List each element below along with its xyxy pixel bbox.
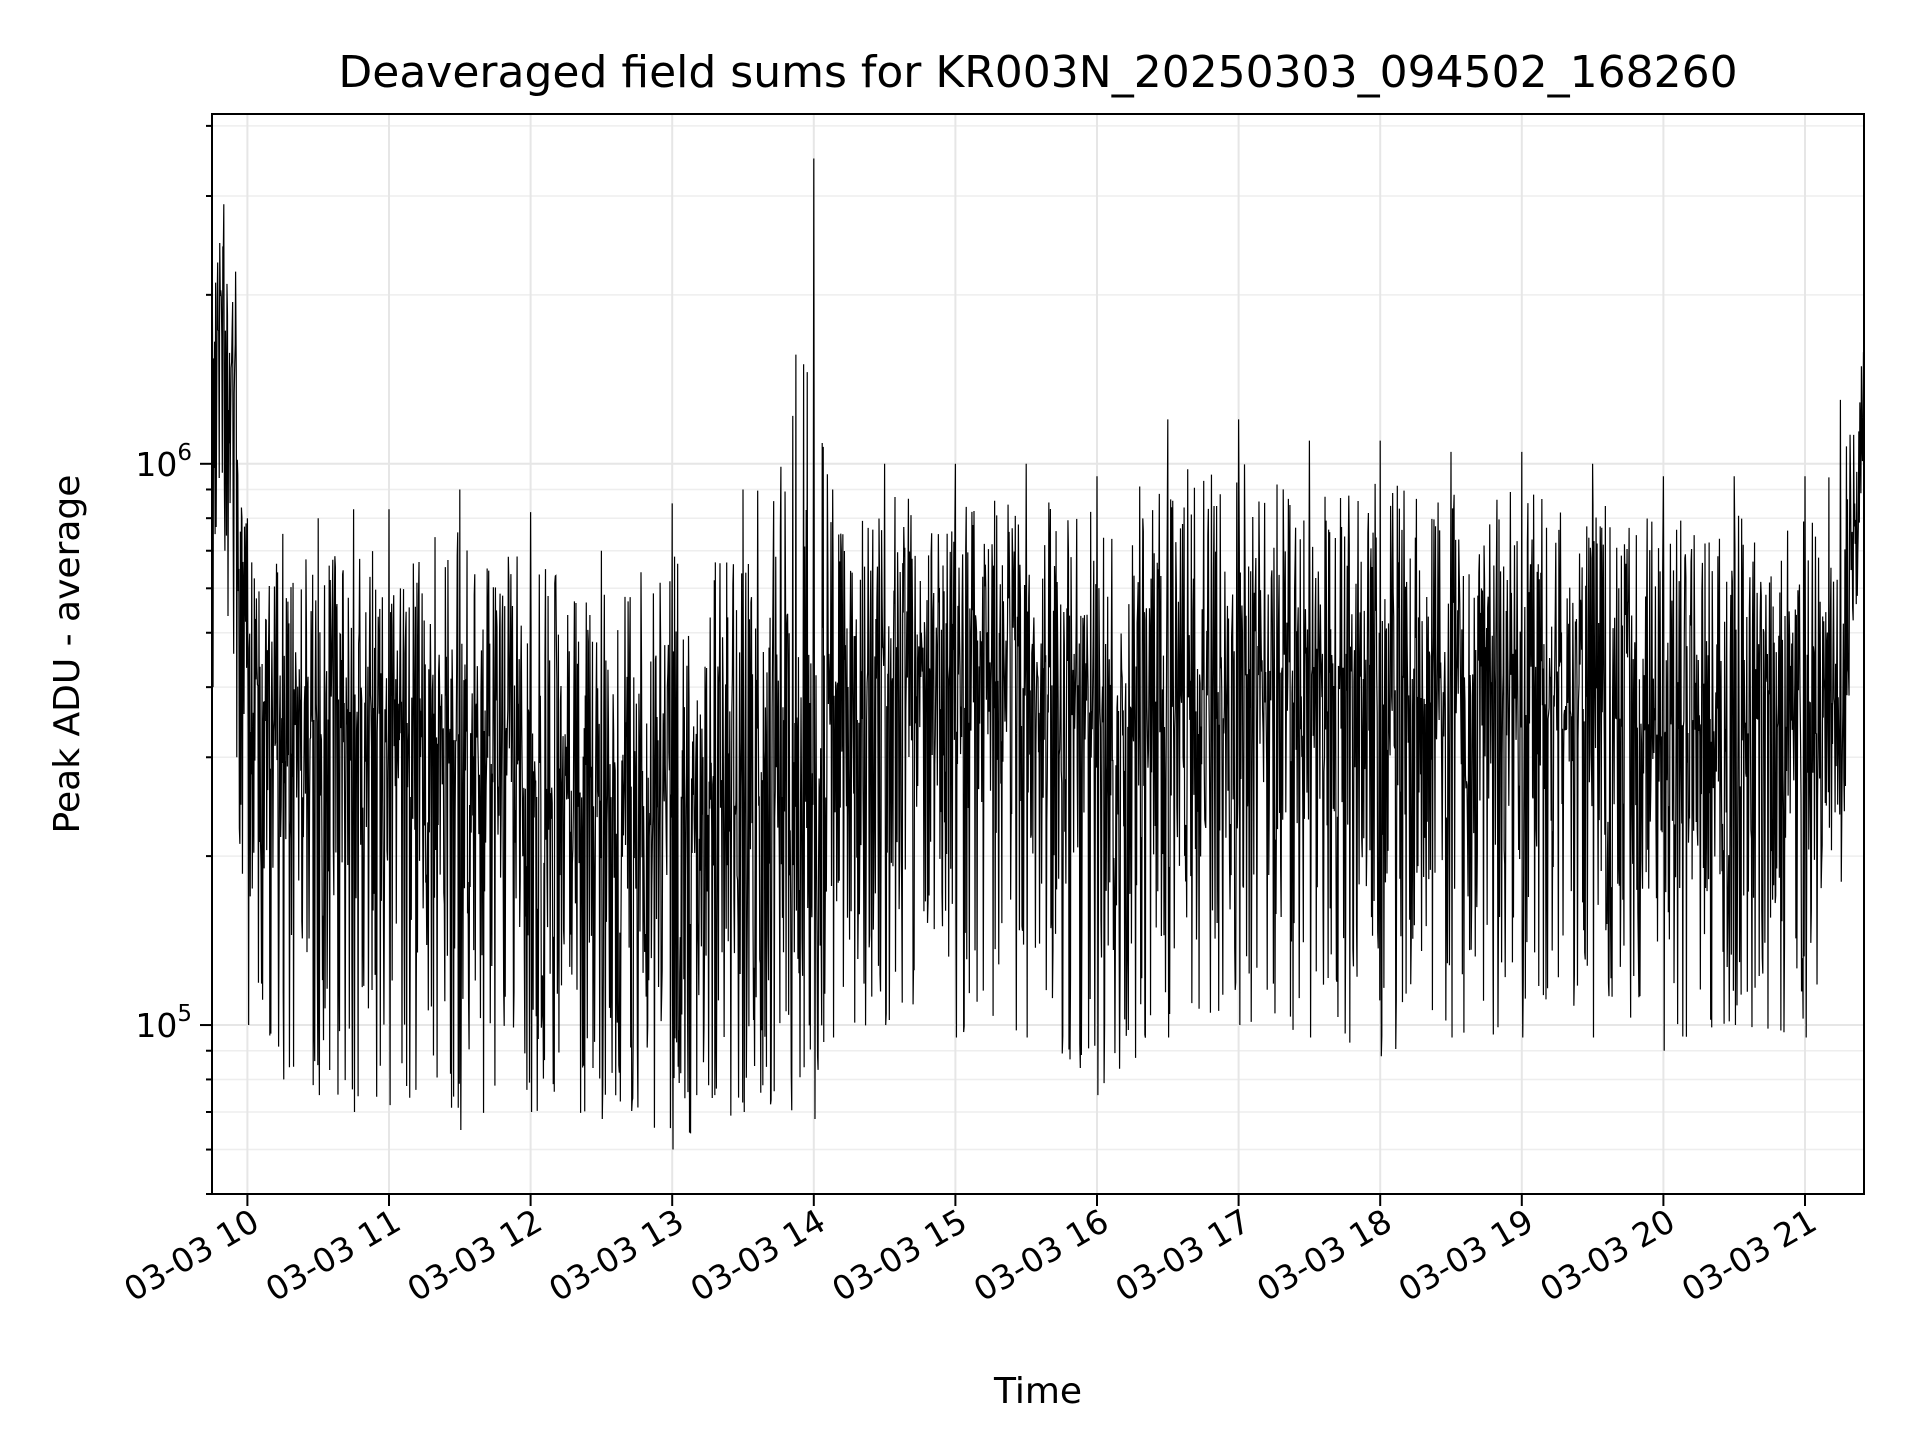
y-tick-label: 106	[135, 440, 192, 484]
series-line-0	[212, 158, 1864, 1150]
trace-layer	[212, 158, 1864, 1150]
chart-title: Deaveraged field sums for KR003N_2025030…	[338, 47, 1737, 98]
y-axis-label: Peak ADU - average	[47, 475, 88, 834]
x-axis-label: Time	[993, 1371, 1082, 1412]
y-tick-label: 105	[135, 1001, 192, 1045]
plot-frame	[211, 113, 1865, 1195]
